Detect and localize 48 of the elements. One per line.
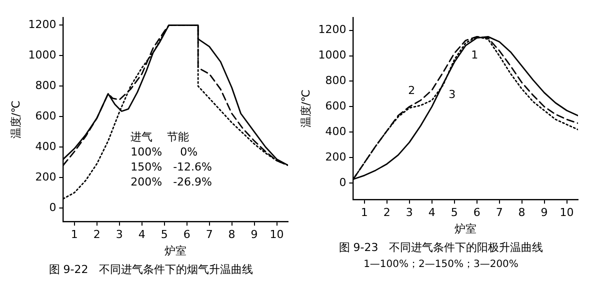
y-tick-label: 1200 — [318, 23, 346, 36]
x-tick-label: 5 — [450, 206, 458, 220]
x-tick-label: 8 — [518, 206, 526, 220]
annotation: 100% 0% — [130, 146, 198, 159]
y-tick-label: 600 — [325, 100, 346, 113]
y-tick-label: 400 — [325, 125, 346, 138]
x-tick-label: 4 — [428, 206, 436, 220]
annotation: 1 — [471, 48, 478, 62]
x-tick-label: 7 — [496, 206, 503, 220]
x-tick-label: 9 — [250, 228, 258, 242]
x-tick-label: 5 — [160, 228, 168, 242]
y-tick-label: 1200 — [28, 18, 56, 32]
x-axis-title: 炉室 — [454, 222, 477, 236]
x-axis-title: 炉室 — [164, 244, 187, 258]
x-tick-label: 8 — [228, 228, 236, 242]
y-tick-label: 0 — [339, 176, 346, 189]
x-tick-label: 7 — [206, 228, 213, 242]
annotation: 200% -26.9% — [130, 176, 212, 189]
y-tick-label: 200 — [325, 150, 346, 164]
x-tick-label: 10 — [270, 228, 284, 242]
y-axis-title: 温度/℃ — [299, 90, 312, 128]
text: 图 9-22 不同进气条件下的烟气升温曲线 — [48, 262, 254, 277]
x-tick-label: 4 — [138, 228, 146, 242]
annotation: 2 — [408, 84, 416, 98]
y-tick-label: 800 — [325, 74, 346, 88]
y-tick-label: 1000 — [28, 48, 56, 62]
x-tick-label: 3 — [116, 228, 123, 242]
x-tick-label: 10 — [560, 206, 574, 220]
x-tick-label: 2 — [93, 228, 100, 242]
x-tick-label: 2 — [383, 206, 390, 220]
annotation: 进气 节能 — [130, 130, 190, 144]
text: 1—100%；2—150%；3—200% — [362, 258, 520, 271]
x-tick-label: 1 — [70, 228, 78, 242]
x-tick-label: 1 — [360, 206, 368, 220]
x-tick-label: 3 — [406, 206, 413, 220]
y-tick-label: 0 — [49, 200, 56, 214]
y-axis-title: 温度/℃ — [9, 100, 22, 139]
text: 图 9-23 不同进气条件下的阳极升温曲线 — [338, 240, 544, 255]
annotation: 3 — [448, 88, 456, 101]
y-tick-label: 600 — [35, 109, 56, 122]
y-tick-label: 400 — [35, 140, 56, 153]
annotation: 150% -12.6% — [130, 160, 212, 174]
x-tick-label: 9 — [540, 206, 548, 220]
y-tick-label: 1000 — [318, 48, 346, 62]
y-tick-label: 200 — [35, 170, 56, 184]
y-tick-label: 800 — [35, 78, 56, 92]
x-tick-label: 6 — [473, 206, 480, 220]
x-tick-label: 6 — [183, 228, 190, 242]
